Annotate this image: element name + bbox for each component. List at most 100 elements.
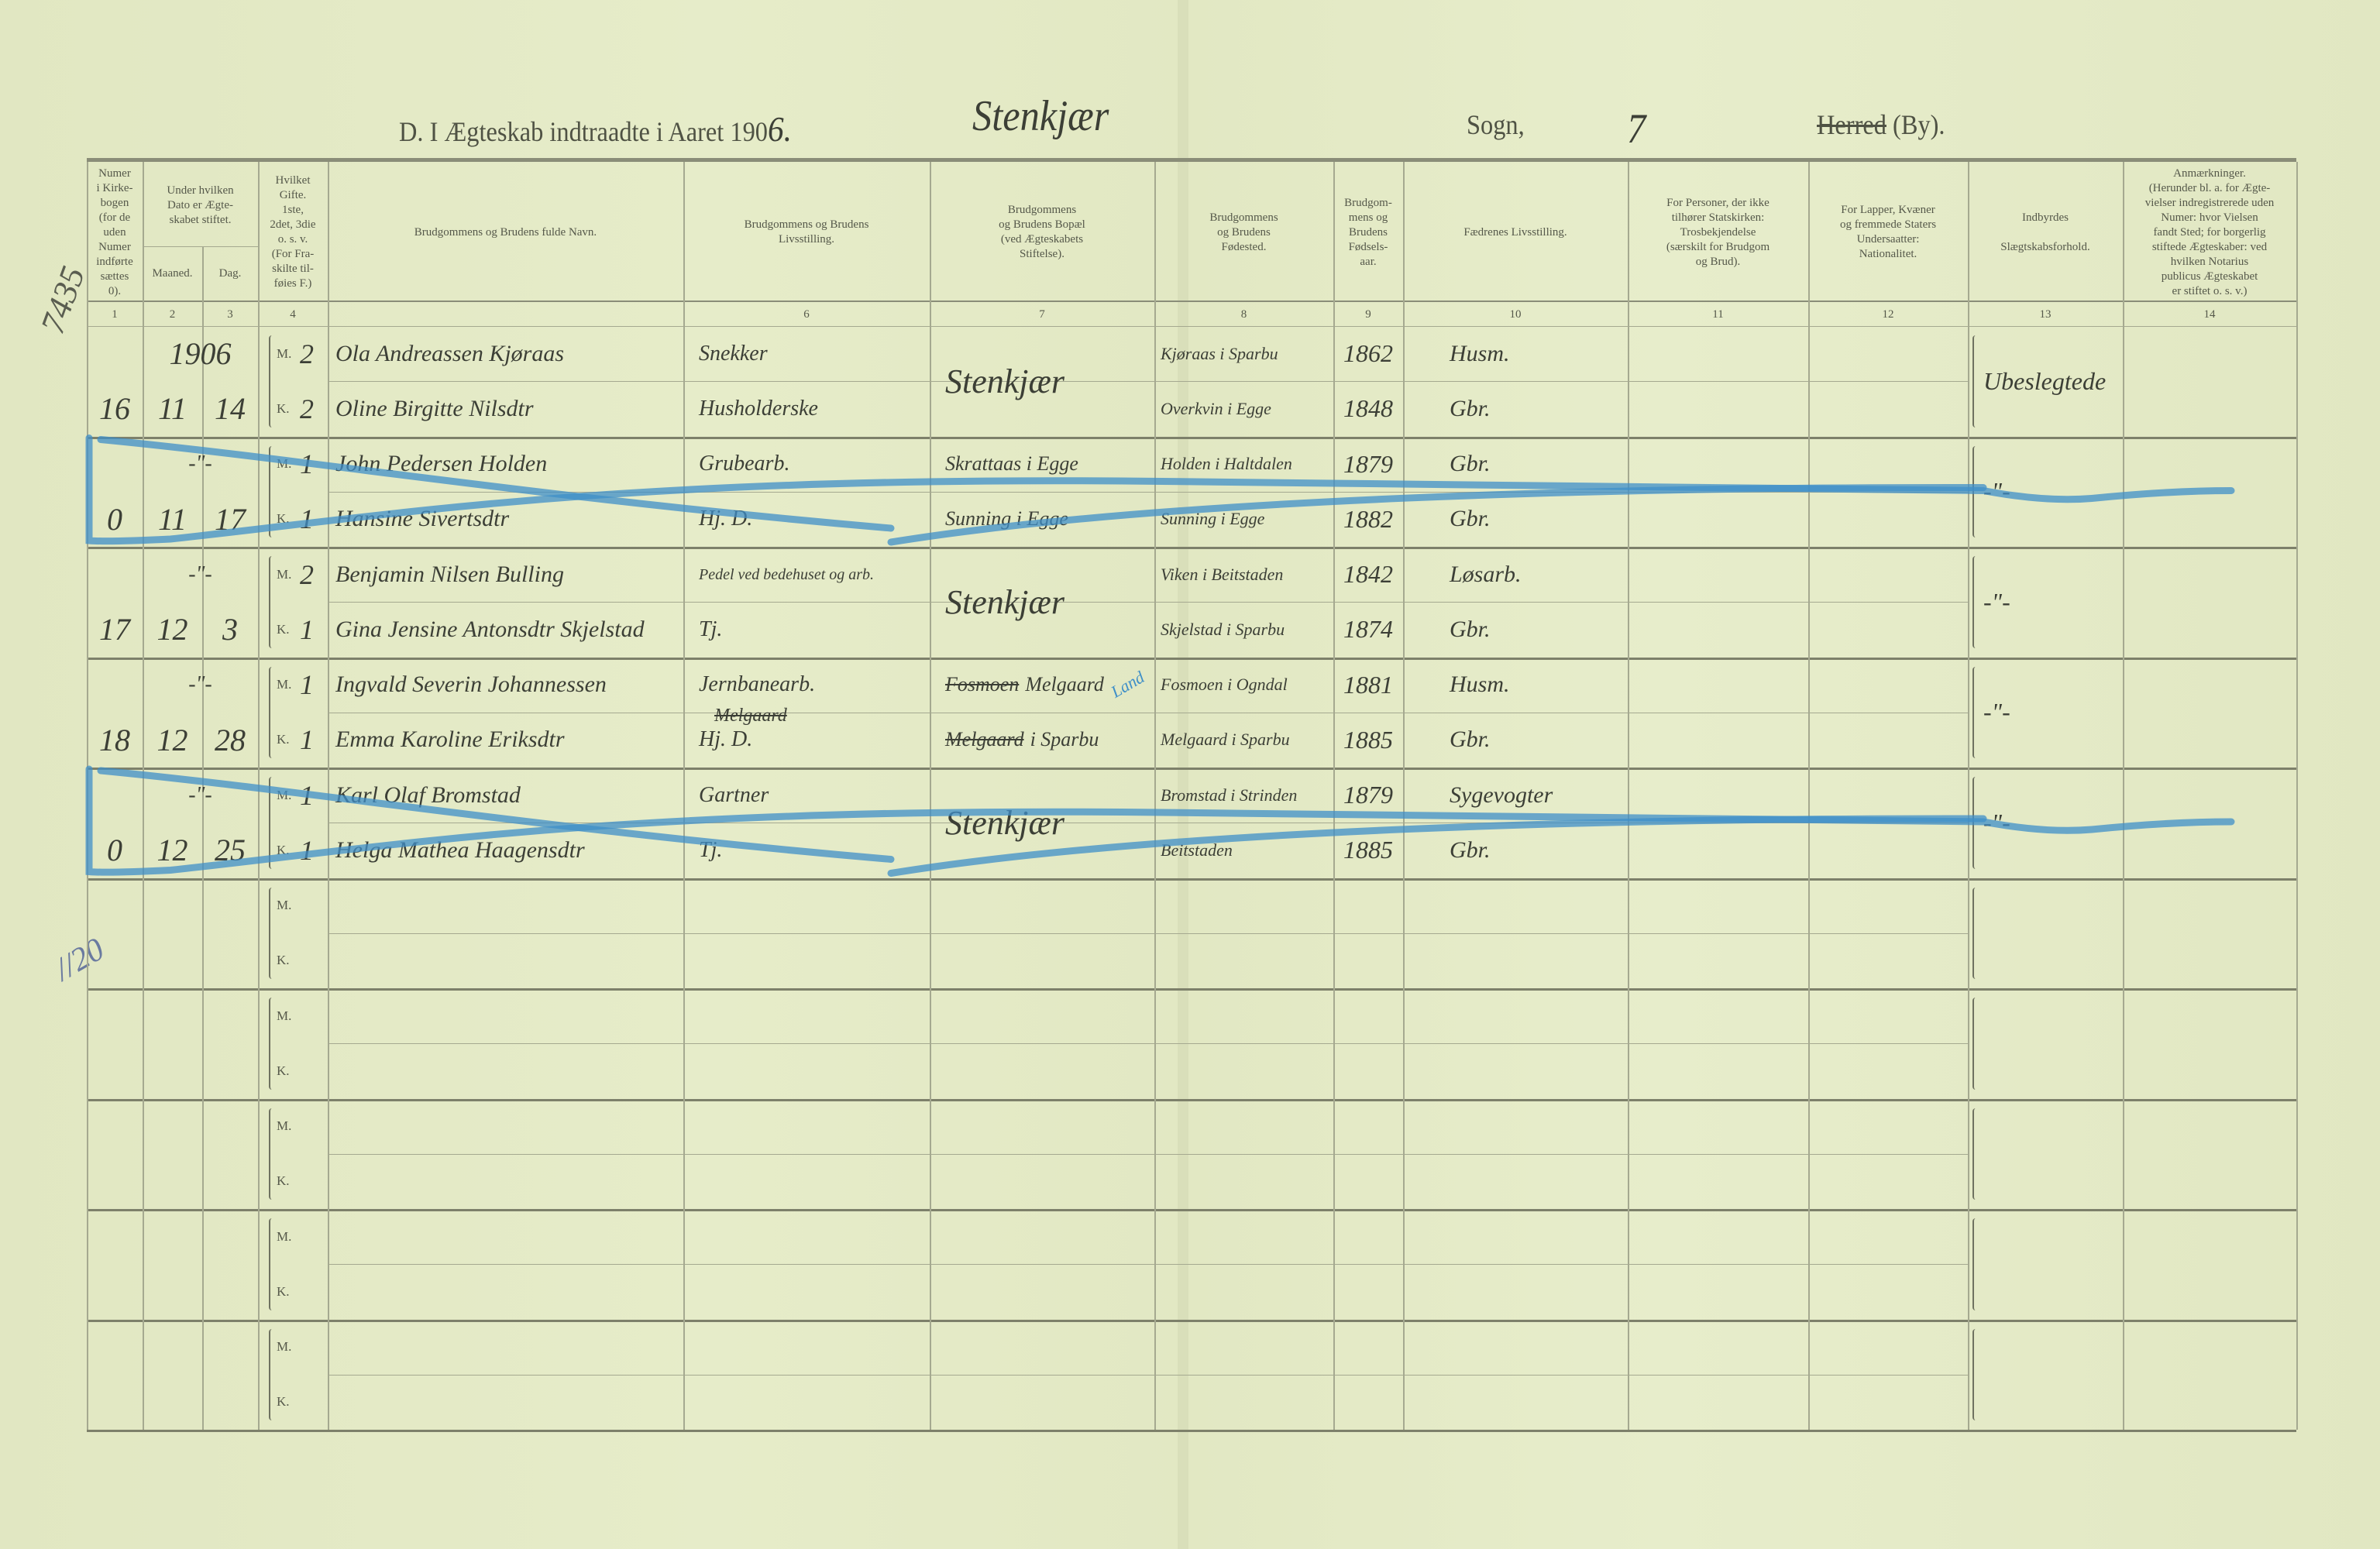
column-number: 9 xyxy=(1365,308,1371,321)
person-marker: K. xyxy=(277,1283,290,1299)
person-marker: K. xyxy=(277,400,290,416)
person-birth-year xyxy=(1333,1320,1403,1375)
father-occupation: Husm. xyxy=(1450,340,1510,366)
entry-month: 12 xyxy=(156,612,188,647)
person-birthplace xyxy=(1161,933,1333,988)
entry-day: 28 xyxy=(215,722,246,757)
herred-label: Herred xyxy=(1817,109,1886,140)
person-birth-year xyxy=(1333,1099,1403,1154)
column-rule xyxy=(258,162,260,1430)
person-birthplace xyxy=(1161,1043,1333,1098)
person-occupation xyxy=(699,1264,930,1319)
column-header: Hvilket Gifte. 1ste, 2det, 3die o. s. v.… xyxy=(270,174,316,290)
person-name xyxy=(335,1099,683,1154)
entry-month-ditto xyxy=(143,326,258,381)
person-bracket xyxy=(269,666,275,758)
entry-relation xyxy=(1983,878,2123,989)
entry-residence-shared: Stenkjær xyxy=(945,582,1064,621)
row-rule xyxy=(87,1098,2296,1101)
column-rule xyxy=(1808,162,1810,1430)
person-residence xyxy=(945,1154,1154,1209)
person-birthplace xyxy=(1161,1099,1333,1154)
father-occupation xyxy=(1450,1154,1628,1209)
column-number: 1 xyxy=(112,308,118,321)
person-birth-year: 1842 xyxy=(1343,560,1393,589)
person-name xyxy=(335,878,683,933)
person-birth-year xyxy=(1333,1154,1403,1209)
person-marker: M. xyxy=(277,1339,292,1355)
person-occupation: Hj. D. xyxy=(699,507,753,531)
person-residence: Sunning i Egge xyxy=(945,492,1154,547)
entry-relation xyxy=(1983,1099,2123,1210)
father-occupation: Gbr. xyxy=(1450,836,1491,863)
by-label: (By). xyxy=(1893,109,1945,140)
sub-row-rule xyxy=(328,932,1968,934)
person-residence: Melgaard i Sparbu xyxy=(945,713,1154,768)
entry-number xyxy=(87,933,143,988)
column-number: 6 xyxy=(803,308,810,321)
father-occupation xyxy=(1450,878,1628,933)
person-birthplace xyxy=(1161,878,1333,933)
father-occupation: Gbr. xyxy=(1450,506,1491,532)
row-rule xyxy=(87,657,2296,660)
entry-month: 12 xyxy=(156,833,188,868)
entry-day: 25 xyxy=(215,833,246,868)
person-birthplace xyxy=(1161,1375,1333,1430)
residence-value: i Sparbu xyxy=(1030,728,1099,751)
person-birth-year xyxy=(1333,878,1403,933)
person-occupation xyxy=(699,988,930,1043)
person-name: Karl Olaf Bromstad xyxy=(335,781,521,808)
father-occupation: Løsarb. xyxy=(1450,561,1522,587)
person-name: John Pedersen Holden xyxy=(335,451,548,477)
person-name: Oline Birgitte Nilsdtr xyxy=(335,395,534,421)
person-birth-year: 1848 xyxy=(1343,394,1393,423)
person-name xyxy=(335,933,683,988)
column-number: 13 xyxy=(2039,308,2052,321)
entry-month xyxy=(143,1154,202,1209)
person-residence xyxy=(945,823,1154,878)
entry-month-ditto: -"- xyxy=(188,452,212,476)
person-birth-year xyxy=(1333,1375,1403,1430)
sogn-value: 7 xyxy=(1627,105,1646,152)
entry-month xyxy=(143,933,202,988)
person-birth-year: 1879 xyxy=(1343,781,1393,809)
person-name: Emma Karoline Eriksdtr xyxy=(335,726,565,753)
entry-year: 1906 xyxy=(169,336,232,372)
father-occupation: Gbr. xyxy=(1450,726,1491,753)
column-number: 7 xyxy=(1039,308,1045,321)
person-occupation xyxy=(699,1099,930,1154)
person-occupation: Gartner xyxy=(699,782,769,807)
person-occupation xyxy=(699,878,930,933)
relation-bracket xyxy=(1972,777,1979,869)
relation-bracket xyxy=(1972,998,1979,1090)
sub-row-rule xyxy=(328,1374,1968,1376)
relation-bracket xyxy=(1972,887,1979,979)
person-bracket xyxy=(269,556,275,648)
column-rule xyxy=(1968,162,1969,1430)
sogn-label: Sogn, xyxy=(1467,109,1525,140)
person-birthplace xyxy=(1161,1264,1333,1319)
row-rule xyxy=(87,1430,2296,1432)
person-name xyxy=(335,1264,683,1319)
person-occupation: Jernbanearb. xyxy=(699,672,816,697)
row-rule xyxy=(87,1319,2296,1322)
column-header: Brudgommens og Brudens Livsstilling. xyxy=(744,218,869,246)
entry-day: 3 xyxy=(222,612,238,647)
entry-day xyxy=(202,1154,258,1209)
person-residence: Fosmoen Melgaard Land xyxy=(945,658,1154,713)
person-birth-year xyxy=(1333,1209,1403,1264)
person-marker: M. xyxy=(277,1118,292,1134)
person-occupation xyxy=(699,1320,930,1375)
person-bracket xyxy=(269,1108,275,1200)
title-prefix: D. I Ægteskab indtraadte i Aaret 190 xyxy=(399,116,768,147)
column-rule xyxy=(87,162,88,1430)
person-marker: K. xyxy=(277,842,290,857)
person-gifte: 1 xyxy=(300,834,314,866)
person-gifte: 1 xyxy=(300,613,314,645)
residence-struck: Melgaard xyxy=(945,728,1024,751)
father-occupation: Sygevogter xyxy=(1450,781,1553,808)
column-header: Fædrenes Livsstilling. xyxy=(1463,225,1567,239)
person-occupation: Hj. D. xyxy=(699,727,753,752)
column-header: Indbyrdes Slægtskabsforhold. xyxy=(2000,211,2090,253)
row-rule xyxy=(87,326,2296,327)
